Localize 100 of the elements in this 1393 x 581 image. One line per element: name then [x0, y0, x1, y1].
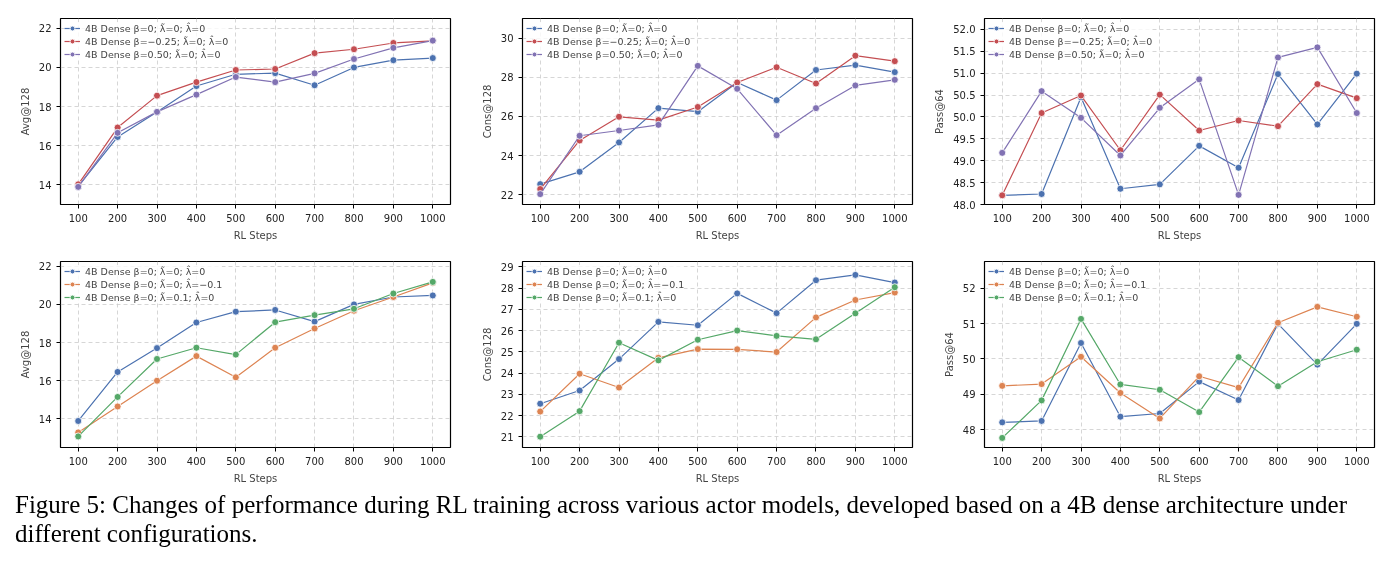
- x-tick-label: 200: [1032, 212, 1052, 224]
- x-tick-label: 300: [1071, 212, 1091, 224]
- y-tick-label: 24: [500, 368, 514, 380]
- y-axis-title: Pass@64: [934, 89, 946, 134]
- legend-label: 4B Dense β=0; λ̃=0; λ̂=−0.1: [85, 278, 223, 290]
- legend-label: 4B Dense β=−0.25; λ̃=0; λ̂=0: [1009, 35, 1153, 47]
- x-tick-label: 900: [1307, 455, 1327, 467]
- legend-label: 4B Dense β=0; λ̃=0; λ̂=0: [547, 22, 668, 34]
- y-tick-label: 50: [962, 353, 976, 365]
- y-tick-label: 30: [500, 33, 514, 45]
- y-tick-label: 22: [38, 261, 52, 273]
- x-tick-label: 500: [1150, 455, 1170, 467]
- x-tick-label: 700: [1229, 455, 1249, 467]
- legend-label: 4B Dense β=0; λ̃=0; λ̂=0: [85, 265, 206, 277]
- x-tick-label: 400: [648, 455, 668, 467]
- x-tick-label: 200: [108, 212, 128, 224]
- x-axis-title: RL Steps: [1157, 229, 1202, 241]
- legend-label: 4B Dense β=0; λ̃=0; λ̂=0: [1009, 265, 1130, 277]
- y-tick-label: 22: [38, 23, 52, 35]
- y-tick-label: 14: [38, 413, 52, 425]
- x-tick-label: 200: [570, 455, 590, 467]
- y-axis-title: Avg@128: [19, 87, 31, 136]
- y-tick-label: 28: [500, 72, 514, 84]
- y-tick-label: 28: [500, 283, 514, 295]
- y-tick-label: 16: [38, 375, 52, 387]
- x-tick-label: 700: [305, 455, 325, 467]
- y-tick-label: 24: [500, 150, 514, 162]
- x-tick-label: 600: [727, 212, 747, 224]
- x-tick-label: 1000: [420, 455, 446, 467]
- y-tick-label: 23: [500, 389, 514, 401]
- x-tick-label: 600: [727, 455, 747, 467]
- x-axis-title: RL Steps: [695, 472, 740, 484]
- y-tick-label: 22: [500, 189, 514, 201]
- x-tick-label: 800: [806, 455, 826, 467]
- x-tick-label: 100: [68, 212, 88, 224]
- legend-label: 4B Dense β=−0.25; λ̃=0; λ̂=0: [85, 35, 229, 47]
- x-tick-label: 500: [1150, 212, 1170, 224]
- x-tick-label: 300: [1071, 455, 1091, 467]
- legend-label: 4B Dense β=−0.25; λ̃=0; λ̂=0: [547, 35, 691, 47]
- caption: Figure 5: Changes of performance during RL training across various actor models, developed based on a 4B dense architecture under different configurations.: [15, 491, 1348, 549]
- x-tick-label: 100: [530, 455, 550, 467]
- y-tick-label: 51: [962, 318, 976, 330]
- y-tick-label: 26: [500, 325, 514, 337]
- x-tick-label: 500: [688, 455, 708, 467]
- x-tick-label: 300: [609, 212, 629, 224]
- x-tick-label: 800: [344, 212, 364, 224]
- y-tick-label: 20: [38, 62, 52, 74]
- y-tick-label: 16: [38, 140, 52, 152]
- x-tick-label: 900: [383, 212, 403, 224]
- y-tick-label: 26: [500, 111, 514, 123]
- x-tick-label: 700: [767, 212, 787, 224]
- x-tick-label: 800: [806, 212, 826, 224]
- x-tick-label: 1000: [882, 212, 908, 224]
- x-tick-label: 300: [609, 455, 629, 467]
- x-tick-label: 800: [1268, 212, 1288, 224]
- y-tick-label: 48.0: [953, 199, 976, 211]
- x-tick-label: 900: [845, 212, 865, 224]
- y-tick-label: 51.5: [953, 46, 976, 58]
- y-axis-title: Pass@64: [943, 332, 955, 377]
- x-tick-label: 100: [992, 455, 1012, 467]
- x-tick-label: 400: [1110, 212, 1130, 224]
- y-axis-title: Avg@128: [19, 330, 31, 379]
- x-tick-label: 400: [1110, 455, 1130, 467]
- y-tick-label: 48.5: [953, 177, 976, 189]
- x-tick-label: 900: [383, 455, 403, 467]
- legend-label: 4B Dense β=0; λ̃=0.1; λ̂=0: [547, 291, 677, 303]
- x-axis-title: RL Steps: [695, 229, 740, 241]
- y-tick-label: 51.0: [953, 68, 976, 80]
- x-tick-label: 1000: [882, 455, 908, 467]
- x-tick-label: 500: [226, 455, 246, 467]
- x-tick-label: 100: [992, 212, 1012, 224]
- legend-label: 4B Dense β=0; λ̃=0; λ̂=0: [85, 22, 206, 34]
- legend-label: 4B Dense β=0.50; λ̃=0; λ̂=0: [85, 48, 221, 60]
- x-tick-label: 700: [305, 212, 325, 224]
- legend-label: 4B Dense β=0; λ̃=0; λ̂=−0.1: [547, 278, 685, 290]
- y-tick-label: 49.0: [953, 155, 976, 167]
- y-tick-label: 25: [500, 346, 514, 358]
- y-tick-label: 21: [500, 431, 514, 443]
- x-tick-label: 900: [1307, 212, 1327, 224]
- y-axis-title: Cons@128: [481, 327, 493, 382]
- x-tick-label: 500: [226, 212, 246, 224]
- x-tick-label: 800: [344, 455, 364, 467]
- x-tick-label: 700: [1229, 212, 1249, 224]
- legend-label: 4B Dense β=0; λ̃=0; λ̂=−0.1: [1009, 278, 1147, 290]
- legend-label: 4B Dense β=0.50; λ̃=0; λ̂=0: [547, 48, 683, 60]
- y-tick-label: 49.5: [953, 133, 976, 145]
- legend-label: 4B Dense β=0; λ̃=0; λ̂=0: [547, 265, 668, 277]
- x-axis-title: RL Steps: [233, 472, 278, 484]
- y-tick-label: 49: [962, 389, 976, 401]
- y-tick-label: 22: [500, 410, 514, 422]
- y-tick-label: 27: [500, 304, 514, 316]
- x-tick-label: 600: [265, 455, 285, 467]
- x-tick-label: 100: [68, 455, 88, 467]
- y-tick-label: 50.0: [953, 111, 976, 123]
- x-axis-title: RL Steps: [1157, 472, 1202, 484]
- legend-label: 4B Dense β=0; λ̃=0.1; λ̂=0: [1009, 291, 1139, 303]
- x-tick-label: 200: [108, 455, 128, 467]
- legend-label: 4B Dense β=0; λ̃=0.1; λ̂=0: [85, 291, 215, 303]
- x-tick-label: 700: [767, 455, 787, 467]
- legend-label: 4B Dense β=0.50; λ̃=0; λ̂=0: [1009, 48, 1145, 60]
